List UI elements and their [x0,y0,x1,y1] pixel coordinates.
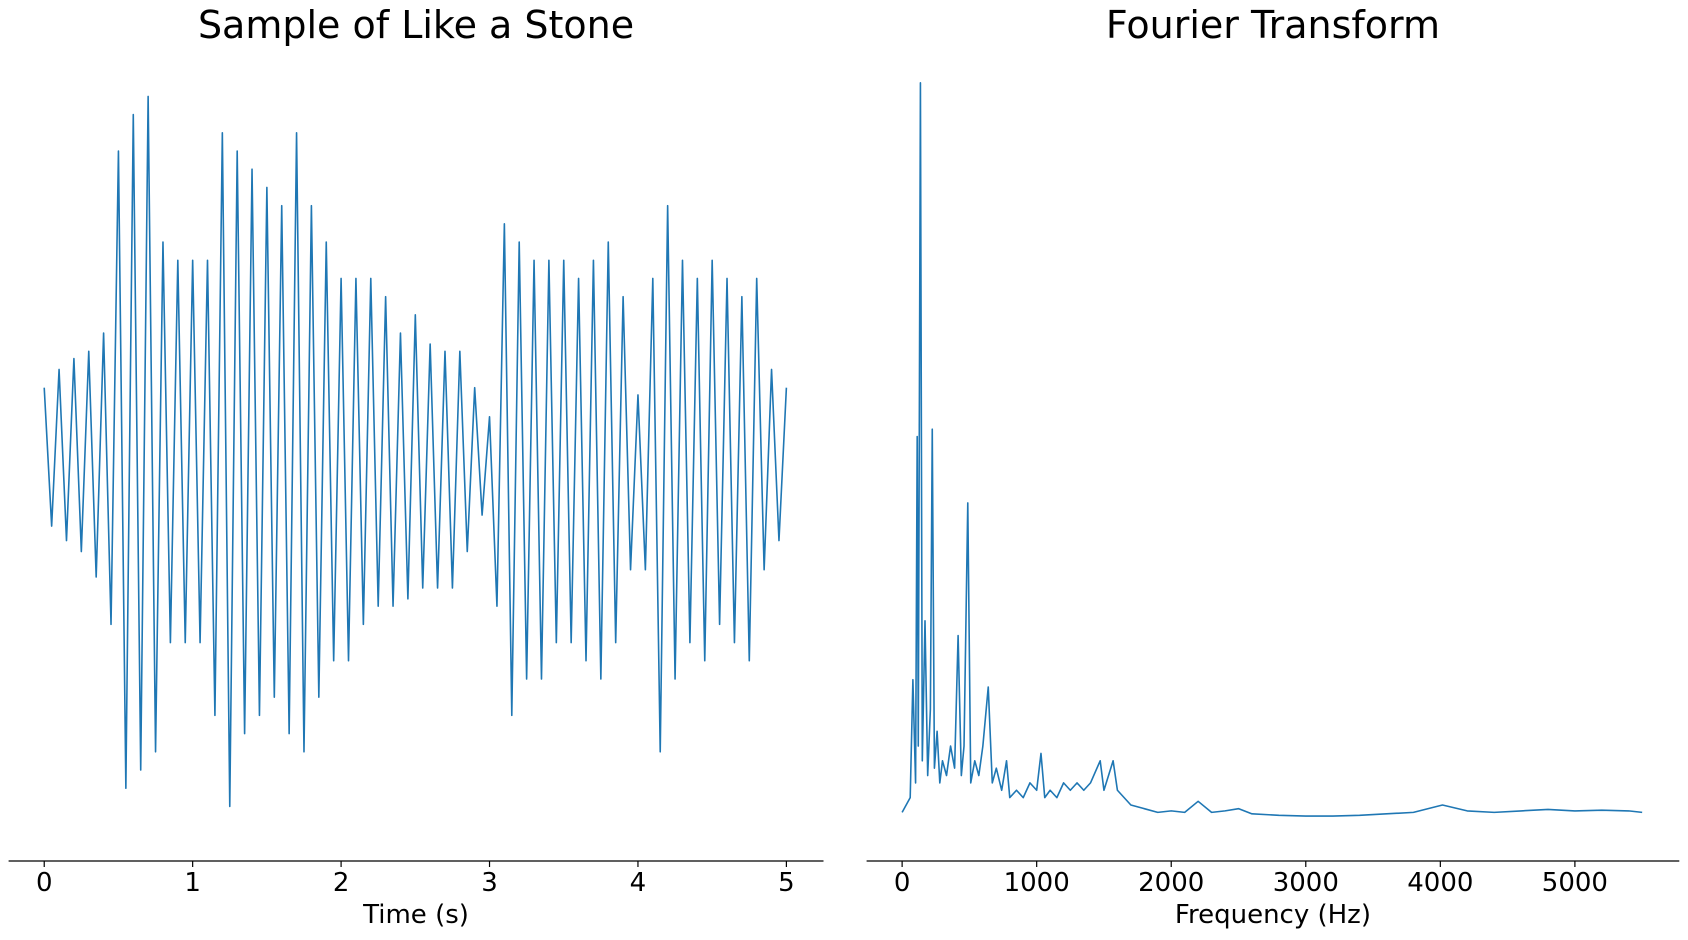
x-tick-label: 5 [778,868,795,898]
x-tick-label: 3000 [1273,868,1339,898]
x-axis-label: Frequency (Hz) [1175,900,1371,930]
x-tick-label: 0 [36,868,53,898]
x-tick-label: 2 [333,868,350,898]
x-tick-label: 3 [481,868,498,898]
chart-title: Fourier Transform [1106,3,1440,47]
x-tick-label: 5000 [1542,868,1608,898]
x-tick-label: 1 [184,868,201,898]
data-line [43,95,788,808]
x-tick-label: 4 [630,868,647,898]
x-tick-label: 1000 [1004,868,1070,898]
x-tick-label: 4000 [1407,868,1473,898]
x-tick-label: 2000 [1138,868,1204,898]
chart-title: Sample of Like a Stone [198,3,634,47]
data-line [901,82,1643,817]
x-tick-label: 0 [894,868,911,898]
x-axis-label: Time (s) [362,900,469,930]
